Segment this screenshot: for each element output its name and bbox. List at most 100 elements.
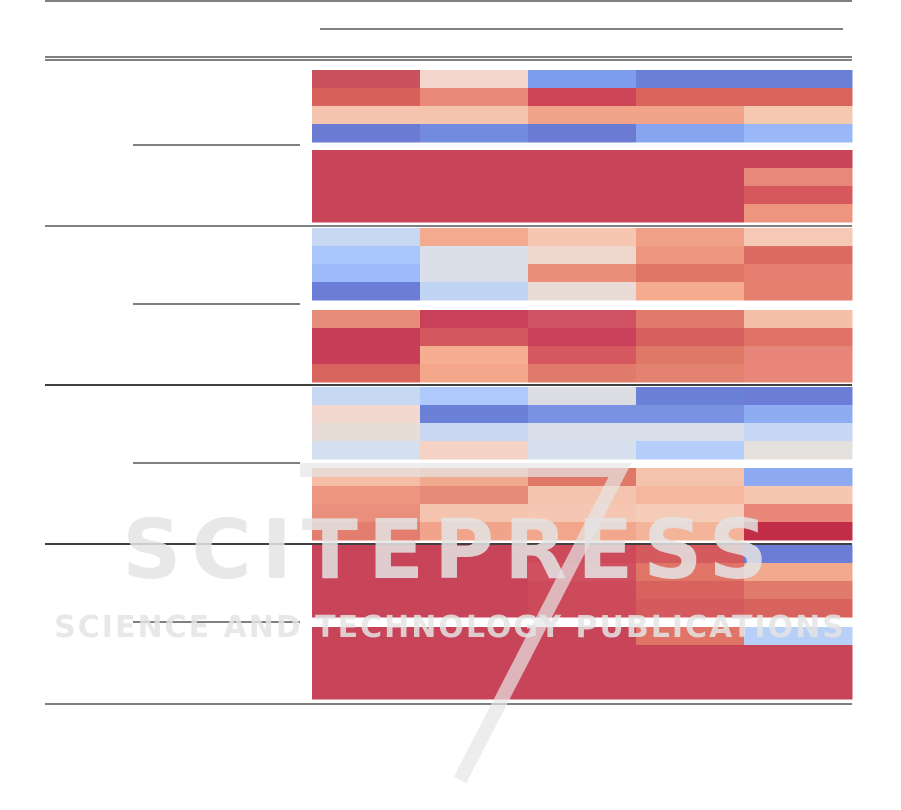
heat-cell: [744, 441, 853, 460]
heat-cell: [744, 204, 853, 223]
heat-cell: [420, 581, 529, 600]
heat-cell: [312, 328, 421, 347]
heat-cell: [636, 504, 745, 523]
watermark-title: SCITEPRESS: [122, 503, 777, 598]
heat-cell: [528, 423, 637, 442]
heat-cell: [420, 522, 529, 541]
heat-cell: [312, 441, 421, 460]
heat-cell: [312, 545, 421, 564]
heat-cell: [420, 328, 529, 347]
heat-cell: [420, 627, 529, 646]
heat-cell: [636, 364, 745, 383]
heat-cell: [420, 387, 529, 406]
heat-cell: [420, 364, 529, 383]
heat-cell: [636, 563, 745, 582]
heat-cell: [636, 310, 745, 329]
heat-cell: [636, 70, 745, 89]
heat-cell: [744, 599, 853, 618]
heat-cell: [636, 106, 745, 125]
heat-cell: [420, 168, 529, 187]
heat-cell: [636, 599, 745, 618]
heat-cell: [528, 627, 637, 646]
heat-cell: [636, 264, 745, 283]
heat-cell: [420, 599, 529, 618]
heat-cell: [420, 405, 529, 424]
heat-cell: [420, 346, 529, 365]
heat-cell: [744, 168, 853, 187]
heat-cell: [744, 124, 853, 143]
heat-cell: [312, 150, 421, 169]
heat-cell: [636, 486, 745, 505]
heat-cell: [636, 627, 745, 646]
heat-cell: [744, 186, 853, 205]
heat-cell: [744, 106, 853, 125]
heat-cell: [420, 124, 529, 143]
heat-cell: [528, 282, 637, 301]
heat-cell: [744, 681, 853, 700]
heat-cell: [744, 328, 853, 347]
heat-cell: [744, 627, 853, 646]
heat-cell: [528, 124, 637, 143]
heat-cell: [636, 441, 745, 460]
heat-cell: [420, 228, 529, 247]
heat-cell: [744, 150, 853, 169]
heat-cell: [744, 246, 853, 265]
heat-cell: [528, 346, 637, 365]
heat-cell: [636, 150, 745, 169]
heat-cell: [312, 88, 421, 107]
heat-cell: [312, 563, 421, 582]
heat-cell: [312, 405, 421, 424]
heat-cell: [312, 645, 421, 664]
heat-cell: [312, 581, 421, 600]
heat-cell: [312, 423, 421, 442]
heat-cell: [420, 204, 529, 223]
heat-cell: [636, 346, 745, 365]
heat-cell: [312, 124, 421, 143]
heat-cell: [420, 264, 529, 283]
heat-cell: [312, 282, 421, 301]
heat-cell: [312, 346, 421, 365]
heat-cell: [528, 186, 637, 205]
heat-cell: [420, 645, 529, 664]
heat-cell: [420, 423, 529, 442]
heat-cell: [636, 545, 745, 564]
heat-cell: [744, 486, 853, 505]
heat-cell: [528, 168, 637, 187]
heat-cell: [744, 264, 853, 283]
heat-cell: [744, 228, 853, 247]
heat-cell: [636, 405, 745, 424]
heat-cell: [744, 645, 853, 664]
heat-cell: [312, 246, 421, 265]
heat-cell: [528, 328, 637, 347]
heat-cell: [744, 522, 853, 541]
heat-cell: [528, 364, 637, 383]
heat-cell: [744, 70, 853, 89]
heat-cell: [528, 88, 637, 107]
heat-cell: [744, 504, 853, 523]
heat-cell: [528, 228, 637, 247]
heat-cell: [420, 486, 529, 505]
heat-cell: [312, 486, 421, 505]
heat-cell: [744, 282, 853, 301]
heat-cell: [312, 387, 421, 406]
heat-cell: [636, 88, 745, 107]
heat-cell: [312, 310, 421, 329]
heat-cell: [420, 70, 529, 89]
heat-cell: [312, 204, 421, 223]
watermark-subtitle: SCIENCE AND TECHNOLOGY PUBLICATIONS: [54, 610, 846, 645]
heat-cell: [744, 423, 853, 442]
heat-cell: [312, 504, 421, 523]
heat-cell: [636, 387, 745, 406]
heat-cell: [312, 106, 421, 125]
heat-cell: [312, 186, 421, 205]
heat-cell: [312, 663, 421, 682]
heat-cell: [528, 563, 637, 582]
heat-cell: [636, 124, 745, 143]
heat-cell: [636, 663, 745, 682]
heat-cell: [636, 328, 745, 347]
heat-cell: [636, 468, 745, 487]
heat-cell: [420, 441, 529, 460]
heat-cell: [528, 504, 637, 523]
heat-cell: [420, 563, 529, 582]
